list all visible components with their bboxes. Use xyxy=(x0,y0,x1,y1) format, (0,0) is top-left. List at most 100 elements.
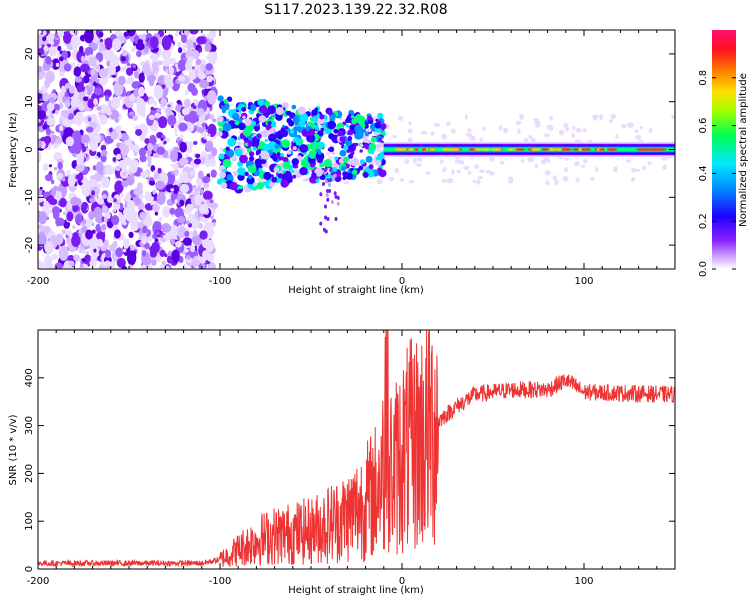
noise-blob xyxy=(138,195,143,199)
noise-blob xyxy=(155,212,158,216)
noise-blob xyxy=(193,185,196,188)
signal-blob xyxy=(328,183,331,187)
noise-blob xyxy=(181,34,187,43)
carrier-peak xyxy=(443,148,452,150)
noise-blob xyxy=(451,129,456,134)
signal-blob xyxy=(309,142,317,150)
noise-blob xyxy=(174,128,178,133)
noise-blob xyxy=(142,63,151,75)
noise-blob xyxy=(73,254,79,261)
noise-blob xyxy=(98,68,108,78)
signal-blob xyxy=(243,128,252,137)
noise-blob xyxy=(44,136,51,144)
signal-blob xyxy=(319,114,324,119)
noise-blob xyxy=(220,147,223,153)
noise-blob xyxy=(169,67,174,75)
noise-blob xyxy=(57,31,64,37)
noise-blob xyxy=(147,75,156,83)
signal-blob xyxy=(269,117,272,120)
noise-blob xyxy=(576,128,582,133)
noise-blob xyxy=(102,205,109,213)
noise-blob xyxy=(175,30,178,34)
noise-blob xyxy=(398,116,404,121)
signal-blob xyxy=(265,139,268,142)
noise-blob xyxy=(549,125,554,131)
noise-blob xyxy=(527,157,532,163)
signal-blob xyxy=(286,111,290,115)
noise-blob xyxy=(508,176,513,181)
signal-blob xyxy=(253,182,257,186)
noise-blob xyxy=(161,223,171,233)
snr-panel: -200 -100 0 1000100200300400 Height of stra… xyxy=(8,311,675,596)
signal-blob xyxy=(376,144,380,148)
signal-blob xyxy=(283,161,291,169)
spectrogram-ytick-label: -10 xyxy=(24,189,35,205)
noise-blob xyxy=(149,98,153,104)
noise-blob xyxy=(88,82,91,87)
signal-blob xyxy=(325,180,328,184)
noise-blob xyxy=(162,206,170,218)
noise-blob xyxy=(42,124,47,129)
noise-blob xyxy=(408,128,414,133)
noise-blob xyxy=(163,141,167,145)
signal-blob xyxy=(307,136,313,142)
noise-blob xyxy=(194,194,202,206)
noise-blob xyxy=(671,115,678,120)
signal-blob xyxy=(261,129,269,137)
signal-blob xyxy=(248,175,253,180)
noise-blob xyxy=(99,265,105,270)
noise-blob xyxy=(96,161,104,173)
signal-blob xyxy=(281,139,290,148)
noise-blob xyxy=(81,56,86,62)
noise-blob xyxy=(36,153,42,162)
colorbar-tick-label: 0.4 xyxy=(698,165,709,181)
signal-blob xyxy=(219,172,226,179)
signal-blob xyxy=(272,156,277,161)
spectrogram-xlabel: Height of straight line (km) xyxy=(288,285,424,296)
noise-blob xyxy=(70,197,79,206)
noise-blob xyxy=(127,62,130,66)
signal-blob xyxy=(332,167,337,172)
snr-xlabel: Height of straight line (km) xyxy=(288,585,424,596)
signal-blob xyxy=(255,127,260,132)
noise-blob xyxy=(158,116,167,128)
signal-blob xyxy=(371,137,377,143)
noise-blob xyxy=(446,178,453,183)
noise-blob xyxy=(134,71,139,79)
signal-blob xyxy=(268,121,272,125)
noise-blob xyxy=(593,118,597,121)
signal-blob xyxy=(218,95,224,101)
noise-blob xyxy=(211,169,217,177)
noise-blob xyxy=(412,158,416,161)
snr-xtick-label: -100 xyxy=(209,576,232,587)
noise-blob xyxy=(162,35,172,50)
noise-blob xyxy=(69,27,75,36)
snr-ytick-label: 300 xyxy=(24,416,35,435)
noise-blob xyxy=(53,89,56,92)
noise-blob xyxy=(129,94,135,102)
signal-blob xyxy=(218,128,222,132)
signal-blob xyxy=(222,109,226,113)
noise-blob xyxy=(170,150,178,163)
noise-blob xyxy=(150,200,153,205)
signal-blob xyxy=(271,177,277,183)
noise-blob xyxy=(535,124,541,128)
signal-blob xyxy=(350,157,359,166)
signal-blob xyxy=(274,167,279,172)
noise-blob xyxy=(59,198,66,208)
noise-blob xyxy=(171,250,180,264)
carrier-peak xyxy=(469,148,475,150)
signal-blob xyxy=(222,123,231,132)
noise-blob xyxy=(167,104,171,107)
signal-blob xyxy=(352,169,357,174)
noise-blob xyxy=(626,159,631,163)
noise-blob xyxy=(140,171,149,179)
noise-blob xyxy=(69,260,75,266)
signal-blob xyxy=(360,149,363,152)
signal-blob xyxy=(292,175,296,179)
noise-blob xyxy=(82,219,86,224)
spectrogram-ylabel: Frequency (Hz) xyxy=(8,112,19,188)
signal-blob xyxy=(250,104,257,111)
noise-blob xyxy=(196,36,206,44)
signal-blob xyxy=(341,166,346,171)
